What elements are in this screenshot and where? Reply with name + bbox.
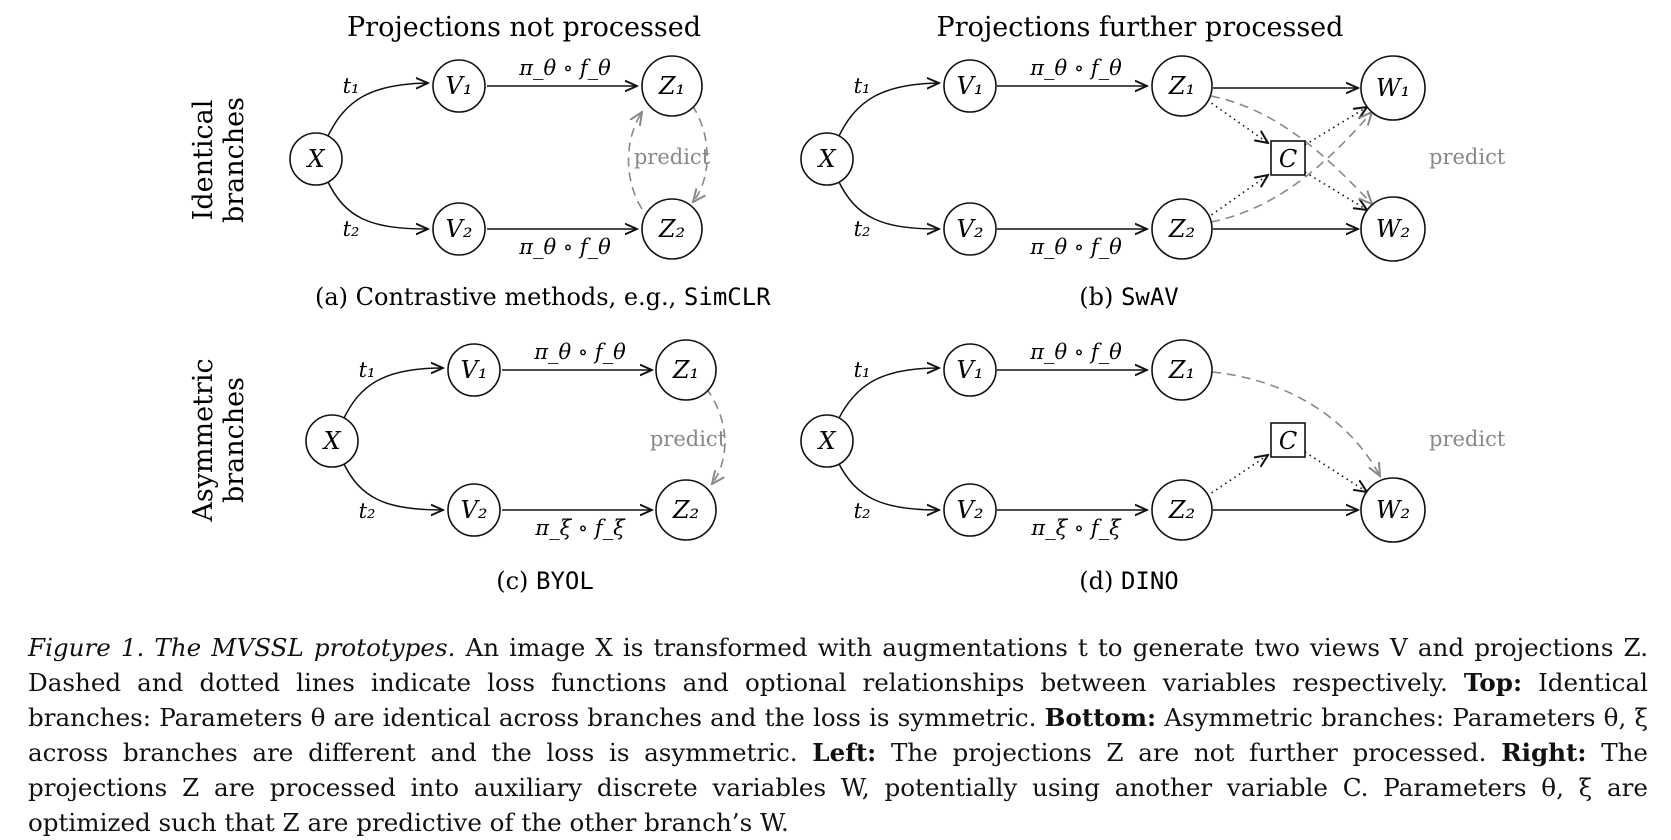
- left-label: Left:: [812, 738, 877, 767]
- subcaption-b: (b) SwAV: [1079, 283, 1179, 311]
- edge-label-pi-theta: π_θ ∘ f_θ: [1029, 56, 1122, 80]
- svg-text:Z₂: Z₂: [1168, 496, 1195, 524]
- node-w2: [1360, 196, 1426, 262]
- node-z1: [655, 339, 717, 401]
- edge-label-t1: t₁: [359, 358, 376, 382]
- edge-label-pi-theta: π_θ ∘ f_θ: [1029, 235, 1122, 259]
- svg-text:V₂: V₂: [957, 496, 984, 524]
- header-right: Projections further processed: [937, 12, 1344, 43]
- node-z1: [1151, 339, 1213, 401]
- right-label: Right:: [1501, 738, 1587, 767]
- svg-text:X: X: [321, 427, 341, 455]
- svg-text:V₂: V₂: [957, 215, 984, 243]
- header-left: Projections not processed: [347, 12, 701, 43]
- node-v1: [447, 343, 501, 397]
- node-v2: [943, 202, 997, 256]
- svg-text:Z₁: Z₁: [1168, 72, 1195, 100]
- panel-d-dino: X V₁ V₂ Z₁ Z₂ C W₂ t₁ t₂ π_θ ∘ f_θ π_ξ ∘…: [800, 339, 1506, 595]
- svg-text:branches: branches: [219, 377, 250, 503]
- node-v1: [943, 59, 997, 113]
- subcaption-d: (d) DINO: [1079, 567, 1179, 595]
- node-x: [289, 132, 343, 186]
- node-v2: [432, 202, 486, 256]
- node-x: [305, 414, 359, 468]
- node-z2: [655, 479, 717, 541]
- figure-caption: Figure 1. The MVSSL prototypes. An image…: [28, 633, 1649, 837]
- node-v2: [943, 483, 997, 537]
- node-v2: [447, 483, 501, 537]
- edge-label-t2: t₂: [359, 499, 376, 523]
- svg-text:Z₂: Z₂: [658, 215, 685, 243]
- top-label: Top:: [1463, 668, 1523, 697]
- edge-label-pi-theta: π_θ ∘ f_θ: [518, 56, 611, 80]
- node-z1: [1151, 55, 1213, 117]
- mvssl-figure: Projections not processed Projections fu…: [188, 12, 1506, 595]
- predict-label: predict: [1429, 427, 1506, 451]
- predict-label: predict: [650, 427, 727, 451]
- node-x: [800, 414, 854, 468]
- svg-text:Z₁: Z₁: [658, 72, 685, 100]
- edge-label-pi-xi: π_ξ ∘ f_ξ: [534, 516, 626, 540]
- node-c: [1270, 140, 1306, 176]
- svg-text:V₂: V₂: [446, 215, 473, 243]
- svg-text:X: X: [816, 427, 836, 455]
- figure-label: Figure 1. The MVSSL prototypes.: [28, 633, 456, 662]
- node-v1: [943, 343, 997, 397]
- node-z2: [1151, 198, 1213, 260]
- node-w1: [1360, 55, 1426, 121]
- svg-text:X: X: [816, 145, 836, 173]
- svg-text:branches: branches: [219, 97, 250, 223]
- edge-label-t1: t₁: [343, 74, 360, 98]
- svg-text:W₂: W₂: [1376, 496, 1410, 524]
- svg-text:W₁: W₁: [1376, 74, 1410, 102]
- svg-text:X: X: [305, 145, 325, 173]
- node-c: [1270, 422, 1306, 458]
- svg-text:V₁: V₁: [461, 356, 488, 384]
- svg-text:Z₂: Z₂: [672, 496, 699, 524]
- panel-b-swav: X V₁ V₂ Z₁ Z₂ C W₁ W₂ t₁ t₂ π_θ ∘ f_θ π_…: [800, 55, 1506, 311]
- svg-text:Asymmetric: Asymmetric: [188, 358, 219, 522]
- svg-text:Identical: Identical: [188, 100, 219, 221]
- svg-text:W₂: W₂: [1376, 215, 1410, 243]
- bottom-label: Bottom:: [1044, 703, 1157, 732]
- svg-text:Z₁: Z₁: [1168, 356, 1195, 384]
- node-v1: [432, 59, 486, 113]
- node-z2: [641, 198, 703, 260]
- edge-label-pi-theta: π_θ ∘ f_θ: [518, 235, 611, 259]
- edge-label-t2: t₂: [854, 217, 871, 241]
- svg-text:C: C: [1279, 427, 1297, 455]
- row-label-bottom: Asymmetric branches: [188, 358, 250, 522]
- svg-text:V₁: V₁: [957, 72, 984, 100]
- svg-text:V₂: V₂: [461, 496, 488, 524]
- svg-text:V₁: V₁: [446, 72, 473, 100]
- svg-text:V₁: V₁: [957, 356, 984, 384]
- edge-label-t2: t₂: [854, 499, 871, 523]
- subcaption-a: (a) Contrastive methods, e.g., SimCLR: [315, 283, 771, 311]
- row-label-top: Identical branches: [188, 97, 250, 223]
- svg-text:C: C: [1279, 145, 1297, 173]
- subcaption-c: (c) BYOL: [496, 567, 594, 595]
- edge-label-t1: t₁: [854, 358, 871, 382]
- edge-label-t2: t₂: [343, 217, 360, 241]
- node-x: [800, 132, 854, 186]
- node-z2: [1151, 479, 1213, 541]
- edge-label-t1: t₁: [854, 74, 871, 98]
- panel-a-simclr: X V₁ V₂ Z₁ Z₂ t₁ t₂ π_θ ∘ f_θ π_θ ∘ f_θ …: [289, 55, 771, 311]
- edge-label-pi-xi: π_ξ ∘ f_ξ: [1030, 516, 1122, 540]
- predict-label: predict: [634, 145, 711, 169]
- edge-label-pi-theta: π_θ ∘ f_θ: [533, 340, 626, 364]
- panel-c-byol: X V₁ V₂ Z₁ Z₂ t₁ t₂ π_θ ∘ f_θ π_ξ ∘ f_ξ …: [305, 339, 727, 595]
- svg-text:Z₁: Z₁: [672, 356, 699, 384]
- predict-label: predict: [1429, 145, 1506, 169]
- edge-label-pi-theta: π_θ ∘ f_θ: [1029, 340, 1122, 364]
- svg-text:Z₂: Z₂: [1168, 215, 1195, 243]
- node-w2: [1360, 477, 1426, 543]
- node-z1: [641, 55, 703, 117]
